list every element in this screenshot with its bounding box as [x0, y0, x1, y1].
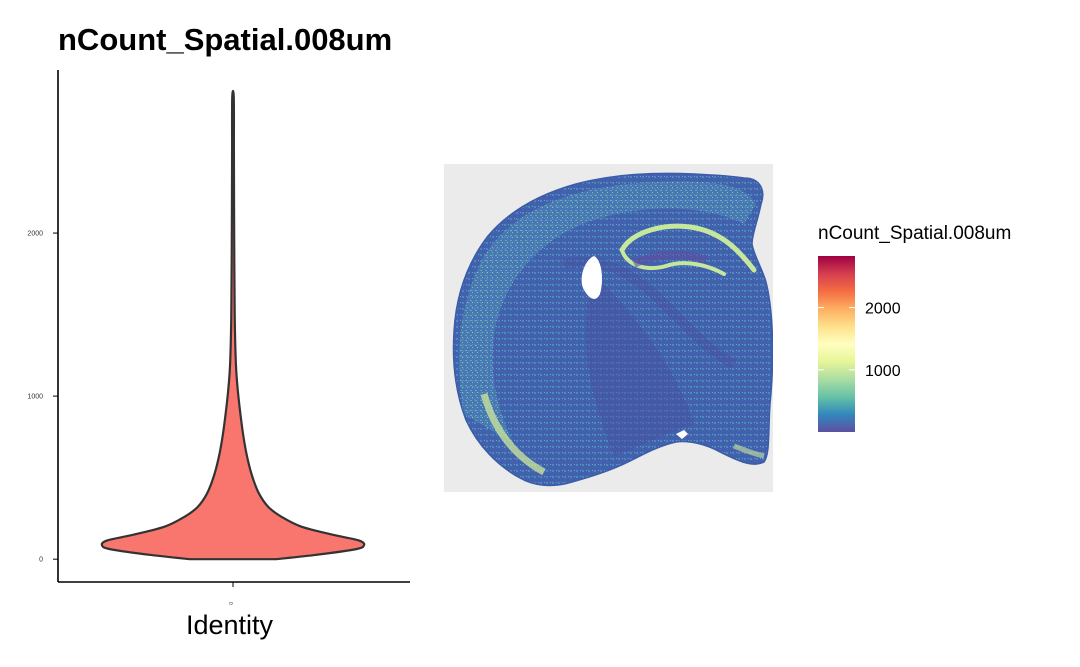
color-legend: 1000 2000	[818, 256, 901, 432]
colorbar	[818, 256, 855, 432]
bright-rim-2	[733, 443, 765, 459]
tissue-region	[453, 173, 773, 486]
spatial-feature-plot	[444, 164, 773, 492]
tissue-outline	[452, 172, 773, 487]
tissue-image	[452, 172, 773, 487]
ventricle	[581, 256, 602, 299]
violin-ticks: 0 1000 2000 0	[27, 231, 235, 605]
y-tick-label: 1000	[27, 394, 43, 401]
violin-plot: 0 1000 2000 0	[27, 70, 410, 605]
violin-shape	[100, 89, 366, 561]
gap	[676, 430, 688, 439]
hippocampus-inner	[620, 248, 726, 276]
y-tick-label: 0	[39, 557, 43, 564]
cortex-layer	[458, 181, 756, 444]
hippocampus-outer	[619, 223, 757, 273]
violin-axes	[57, 70, 410, 583]
violin-title: nCount_Spatial.008um	[58, 22, 393, 57]
colorbar-tick-label: 1000	[865, 363, 901, 380]
x-tick-label: 0	[229, 602, 235, 605]
x-axis-label: Identity	[186, 610, 274, 640]
colorbar-tick-label: 2000	[865, 301, 901, 318]
y-tick-label: 2000	[27, 231, 43, 238]
fiber-tract	[585, 274, 694, 456]
bright-rim	[480, 393, 546, 476]
violin-body	[100, 89, 366, 561]
hippocampus-core	[632, 251, 708, 268]
legend-title: nCount_Spatial.008um	[818, 223, 1012, 244]
